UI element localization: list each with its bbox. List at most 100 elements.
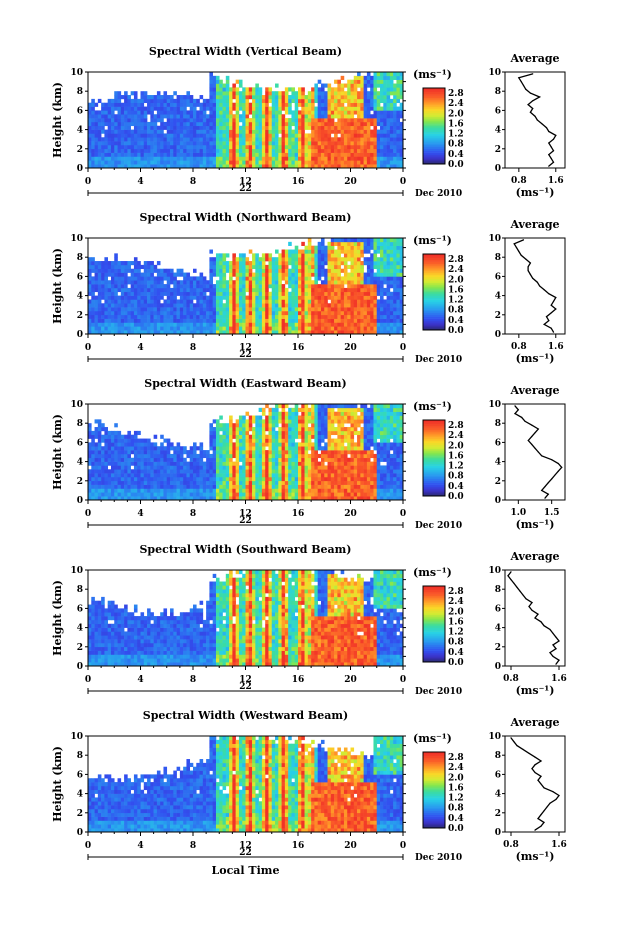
colorbar-tick-label: 1.6 [448,119,464,129]
average-point [552,300,555,302]
average-point [540,760,542,762]
average-point [513,741,515,743]
average-point [534,447,536,449]
panel-5: Spectral Width (Westward Beam) 0 2 4 6 8 10 Hei… [51,709,567,877]
y-axis-label: Height (km) [51,746,64,822]
colorbar-unit: (ms⁻¹) [413,68,452,81]
y-tick-label: 0 [77,330,83,340]
y-tick-label: 4 [77,790,83,800]
average-point [529,111,532,113]
x-tick-label: 0 [400,177,406,187]
x-tick-label: 12 [239,509,252,519]
average-point [534,617,536,619]
average-title: Average [509,52,559,65]
average-y-tick-label: 2 [495,809,501,819]
colorbar-tick-label: 2.4 [448,763,464,773]
colorbar [422,751,446,829]
average-point [532,277,534,279]
y-tick-label: 2 [77,643,83,653]
colorbar-tick-label: 2.8 [448,421,464,431]
y-tick-label: 4 [77,126,83,136]
x-tick-label: 20 [344,343,357,353]
average-point [536,119,538,121]
x-tick-label: 0 [85,675,91,685]
average-title: Average [509,716,559,729]
panel-title: Spectral Width (Vertical Beam) [149,45,342,58]
average-point [534,115,536,117]
average-point [537,451,539,453]
colorbar [422,419,446,497]
average-point [552,791,554,793]
x-tick-label: 12 [239,841,252,851]
average-point [510,579,512,581]
average-point [551,459,553,461]
average-y-tick-label: 8 [495,253,501,263]
average-line [507,571,560,665]
average-y-tick-label: 10 [488,732,501,742]
colorbar-tick-label: 0.4 [448,482,464,492]
x-tick-label: 16 [292,177,305,187]
average-frame [504,403,566,501]
y-tick-label: 10 [70,732,83,742]
average-title: Average [509,550,559,563]
average-point [513,243,515,245]
average-point [520,81,522,83]
average-point [529,262,532,264]
average-point [555,798,557,801]
colorbar-tick-label: 0.0 [448,658,464,668]
average-point [555,134,557,136]
y-tick-label: 10 [70,400,83,410]
x-tick-label: 20 [344,841,357,851]
average-point [540,783,542,785]
average-point [517,409,519,411]
average-point [534,432,536,434]
average-point [525,598,527,600]
average-x-label: (ms⁻¹) [516,518,555,531]
average-point [543,787,545,789]
month-label: Dec 2010 [415,189,462,199]
y-tick-label: 8 [77,585,83,595]
x-tick-label: 12 [239,343,252,353]
heatmap-field [88,404,404,501]
x-tick-label: 16 [292,509,305,519]
x-tick-label: 4 [137,675,143,685]
colorbar-frame [422,751,446,829]
x-tick-label: 4 [137,509,143,519]
colorbar-unit: (ms⁻¹) [413,234,452,247]
average-point [522,84,525,86]
date-label: 22 [239,682,252,692]
colorbar-tick-label: 2.0 [448,275,464,285]
colorbar-tick-label: 1.6 [448,783,464,793]
average-point [541,455,543,457]
colorbar-tick-label: 2.0 [448,607,464,617]
y-tick-label: 4 [77,624,83,634]
average-line [510,737,560,831]
average-point [555,308,557,310]
x-tick-label: 0 [400,509,406,519]
average-point [531,443,533,445]
average-point [550,304,552,306]
average-point [522,594,524,596]
panel-3: Spectral Width (Eastward Beam) 0 2 4 6 8 10 Hei… [51,377,566,531]
average-y-tick-label: 8 [495,585,501,595]
x-tick-label: 20 [344,675,357,685]
average-point [518,250,520,252]
x-tick-label: 0 [85,343,91,353]
average-point [514,405,516,407]
average-point [532,100,534,102]
average-y-tick-label: 4 [495,624,501,634]
y-tick-label: 0 [77,496,83,506]
average-point [544,486,546,488]
y-tick-label: 6 [77,106,83,116]
average-y-tick-label: 8 [495,87,501,97]
average-y-tick-label: 2 [495,643,501,653]
average-x-tick-label: 1.6 [551,840,567,850]
average-y-tick-label: 6 [495,770,501,780]
average-point [540,775,542,777]
average-point [541,123,543,125]
average-x-label: (ms⁻¹) [516,186,555,199]
x-tick-label: 8 [190,675,196,685]
heatmap-field [88,736,404,833]
y-tick-label: 0 [77,662,83,672]
y-tick-label: 0 [77,164,83,174]
